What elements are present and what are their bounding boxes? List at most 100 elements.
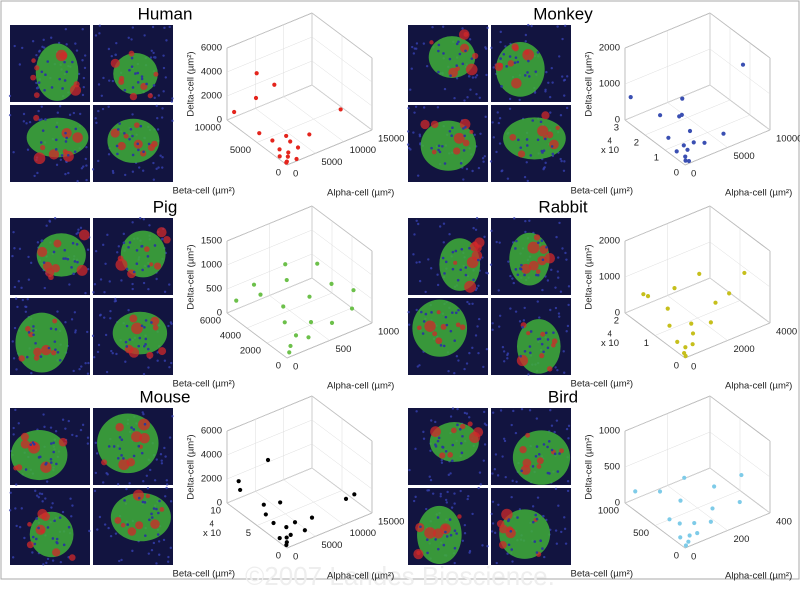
nucleus (27, 278, 31, 281)
beta-nucleus (546, 445, 549, 449)
nucleus (139, 216, 142, 220)
nucleus (466, 497, 469, 501)
alpha-stain (128, 347, 140, 358)
alpha-stain (158, 347, 167, 356)
beta-nucleus (436, 439, 440, 443)
nucleus (471, 512, 474, 516)
nucleus (439, 495, 442, 498)
alpha-stain (147, 143, 155, 152)
alpha-stain (15, 464, 23, 471)
beta-nucleus (51, 537, 55, 540)
alpha-stain (69, 84, 82, 96)
nucleus (477, 166, 481, 170)
alpha-stain (463, 31, 469, 37)
nucleus (168, 25, 171, 29)
nucleus (468, 38, 472, 41)
nucleus (418, 260, 421, 264)
nucleus (36, 241, 40, 244)
point (261, 502, 266, 507)
beta-nucleus (49, 457, 53, 461)
beta-nucleus (441, 446, 445, 449)
micrograph (491, 298, 571, 376)
beta-nucleus (450, 459, 454, 463)
nucleus (156, 116, 159, 120)
nucleus (494, 453, 498, 456)
nucleus (473, 133, 476, 136)
nucleus (524, 219, 527, 223)
beta-nucleus (445, 535, 449, 538)
x-tick-label: 5000 (734, 151, 755, 162)
nucleus (163, 359, 167, 362)
nucleus (567, 437, 570, 440)
grid-line (226, 395, 313, 432)
alpha-stain (152, 324, 159, 331)
nucleus (83, 54, 87, 57)
beta-nucleus (128, 241, 132, 244)
alpha-stain (132, 489, 145, 501)
nucleus (509, 307, 512, 310)
panel-title: Monkey (533, 4, 593, 23)
nucleus (149, 56, 153, 59)
nucleus (65, 43, 68, 46)
nucleus (160, 116, 164, 119)
nucleus (42, 413, 45, 416)
nucleus (415, 410, 418, 413)
beta-nucleus (141, 500, 145, 504)
nucleus (98, 24, 101, 27)
islet (35, 43, 79, 101)
nucleus (566, 489, 570, 493)
grid-line (311, 84, 373, 131)
grid-line (311, 229, 373, 276)
grid-line (624, 502, 686, 549)
nucleus (96, 350, 100, 354)
beta-nucleus (144, 337, 148, 341)
beta-nucleus (135, 249, 139, 252)
point (681, 143, 686, 148)
micrograph (93, 24, 174, 103)
beta-nucleus (118, 122, 121, 125)
point (666, 135, 671, 140)
nucleus (148, 224, 151, 227)
nucleus (152, 541, 156, 545)
nucleus (496, 111, 499, 114)
nucleus (34, 489, 37, 493)
beta-nucleus (534, 513, 538, 517)
alpha-stain (430, 120, 439, 129)
nucleus (514, 431, 518, 435)
nucleus (469, 88, 472, 91)
beta-nucleus (547, 440, 551, 443)
alpha-stain (68, 554, 76, 561)
nucleus (40, 492, 44, 496)
nucleus (54, 430, 58, 433)
nucleus (463, 523, 467, 527)
nucleus (445, 501, 449, 504)
grid-line (667, 485, 728, 531)
nucleus (96, 528, 99, 531)
nucleus (167, 555, 170, 559)
nucleus (524, 33, 528, 37)
beta-nucleus (500, 85, 503, 88)
nucleus (33, 174, 36, 178)
alpha-stain (131, 431, 143, 443)
beta-nucleus (32, 329, 35, 332)
beta-nucleus (62, 543, 66, 547)
y-tick-label: 1 (644, 338, 649, 349)
nucleus (490, 512, 493, 516)
nucleus (498, 142, 502, 145)
beta-nucleus (161, 237, 164, 241)
z-tick-label: 0 (217, 308, 222, 319)
micrograph (408, 25, 489, 102)
point (692, 520, 697, 526)
micrograph (408, 407, 488, 486)
x-tick-label: 200 (734, 534, 750, 545)
beta-nucleus (542, 443, 546, 446)
beta-nucleus (426, 551, 429, 555)
beta-nucleus (144, 534, 147, 537)
nucleus (149, 468, 152, 472)
nucleus (511, 277, 514, 280)
nucleus (114, 297, 117, 301)
beta-nucleus (44, 73, 47, 77)
x-tick-label: 0 (293, 169, 298, 180)
beta-nucleus (146, 347, 150, 351)
alpha-stain (429, 40, 434, 45)
